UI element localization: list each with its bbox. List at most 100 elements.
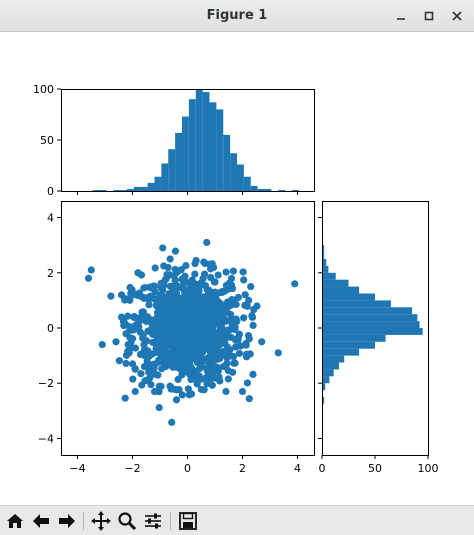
scatter-point — [122, 320, 130, 328]
figure-svg: 0 50 100 −4 −4 −2 −2 0 0 2 2 4 4 0 50 100 — [33, 83, 439, 475]
scatter-point — [149, 294, 157, 302]
scatter-point — [209, 299, 217, 308]
scatter-point — [173, 282, 181, 290]
home-icon[interactable] — [4, 510, 26, 532]
scatter-point — [204, 368, 213, 377]
scatter-point — [218, 287, 227, 295]
scatter-point — [249, 321, 257, 329]
top-hist-bar — [182, 116, 189, 191]
top-hist-bar — [188, 99, 196, 191]
scatter-point — [213, 374, 221, 382]
minimize-icon[interactable] — [392, 7, 410, 25]
top-hist-bar — [216, 109, 224, 191]
scatter-point — [126, 334, 134, 342]
back-icon[interactable] — [30, 510, 52, 532]
scatter-point — [240, 314, 248, 322]
right-hist-bar — [322, 286, 360, 294]
pan-icon[interactable] — [90, 510, 112, 532]
scatter-point — [242, 341, 250, 349]
navigation-toolbar — [0, 505, 474, 535]
close-icon[interactable] — [448, 7, 466, 25]
scatter-point — [166, 329, 174, 337]
top-hist-bar — [202, 92, 210, 191]
scatter-point — [173, 321, 181, 329]
scatter-point — [203, 285, 211, 294]
scatter-point — [148, 350, 157, 358]
scatter-point — [171, 265, 179, 274]
scatter-point — [181, 359, 189, 367]
top-hist-bar — [99, 189, 107, 191]
scatter-point — [238, 387, 247, 396]
scatter-point — [223, 343, 231, 351]
scatter-point — [117, 291, 126, 299]
top-hist-bar — [147, 182, 155, 191]
scatter-point — [196, 325, 204, 333]
scatter-point — [171, 295, 179, 303]
scatter-point — [135, 323, 143, 331]
top-hist-bar — [175, 132, 182, 191]
scatter-point — [143, 313, 152, 321]
scatter-point — [183, 309, 191, 317]
scatter-point — [160, 281, 168, 289]
scatter-point — [107, 292, 115, 300]
scatter-point — [155, 330, 163, 338]
scatter-point — [235, 349, 244, 358]
scatter-point — [173, 306, 182, 315]
scatter-point — [274, 349, 282, 357]
right-hist-bar — [322, 355, 345, 363]
scatter-point — [155, 300, 163, 309]
scatter-point — [177, 266, 185, 274]
scatter-point — [192, 338, 201, 346]
scatter-point — [172, 396, 181, 404]
scatter-point — [227, 316, 236, 324]
scatter-point — [184, 369, 192, 377]
scatter-point — [141, 377, 149, 385]
scatter-point — [137, 370, 145, 378]
scatter-point — [196, 310, 204, 318]
scatter-xtick-label: −4 — [69, 462, 85, 475]
scatter-point — [122, 351, 131, 359]
top-hist-bar — [209, 102, 217, 191]
scatter-point — [149, 282, 157, 290]
scatter-point — [190, 331, 198, 339]
right-hist-xtick-label: 0 — [319, 462, 326, 475]
scatter-point — [151, 339, 159, 347]
scatter-point — [115, 357, 123, 365]
scatter-point — [219, 318, 227, 326]
scatter-point — [194, 285, 202, 293]
scatter-point — [209, 316, 217, 324]
scatter-point — [212, 354, 221, 362]
zoom-icon[interactable] — [116, 510, 138, 532]
top-hist-bar — [127, 188, 134, 191]
scatter-point — [117, 313, 126, 321]
forward-icon[interactable] — [56, 510, 78, 532]
scatter-point — [224, 366, 232, 375]
scatter-point — [139, 308, 148, 316]
scatter-point — [236, 342, 245, 350]
scatter-ytick-label: −2 — [38, 377, 54, 390]
top-hist-bar — [195, 89, 203, 191]
scatter-point — [188, 322, 197, 330]
scatter-point — [150, 387, 159, 396]
right-hist-bar — [322, 252, 325, 259]
scatter-point — [219, 362, 228, 371]
figure-canvas[interactable]: 0 50 100 −4 −4 −2 −2 0 0 2 2 4 4 0 50 100 — [0, 32, 474, 505]
save-icon[interactable] — [177, 510, 199, 532]
scatter-point — [168, 418, 176, 426]
scatter-point — [130, 312, 138, 321]
window-title: Figure 1 — [206, 8, 268, 23]
scatter-point — [203, 374, 211, 382]
top-hist-bar — [292, 189, 299, 191]
maximize-icon[interactable] — [420, 7, 438, 25]
configure-subplots-icon[interactable] — [142, 510, 164, 532]
scatter-point — [215, 348, 223, 356]
scatter-point — [177, 346, 185, 354]
scatter-point — [210, 362, 218, 370]
scatter-point — [245, 395, 253, 403]
scatter-point — [165, 271, 173, 279]
right-hist-bar — [322, 362, 339, 370]
scatter-point — [166, 311, 175, 320]
right-hist-bar — [322, 245, 325, 253]
scatter-point — [239, 268, 247, 276]
right-hist-bar — [322, 307, 413, 315]
